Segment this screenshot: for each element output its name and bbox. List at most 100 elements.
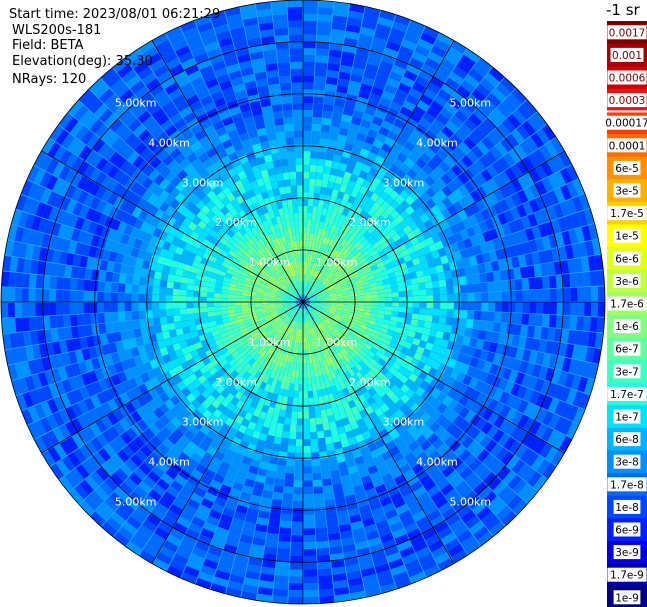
- beta-cell: [306, 329, 309, 337]
- beta-cell: [471, 145, 484, 159]
- beta-cell: [328, 132, 339, 141]
- beta-cell: [457, 326, 466, 336]
- beta-cell: [133, 266, 142, 277]
- beta-cell: [225, 537, 239, 548]
- beta-cell: [140, 444, 153, 458]
- beta-cell: [280, 313, 287, 319]
- beta-cell: [354, 264, 363, 271]
- beta-cell: [504, 257, 513, 270]
- beta-cell: [35, 387, 47, 403]
- beta-cell: [390, 282, 398, 288]
- beta-cell: [395, 503, 409, 515]
- beta-cell: [258, 230, 265, 239]
- beta-cell: [336, 307, 344, 311]
- beta-cell: [303, 102, 313, 111]
- beta-cell: [254, 299, 262, 302]
- beta-cell: [248, 296, 256, 300]
- beta-cell: [420, 390, 431, 401]
- beta-cell: [356, 462, 367, 472]
- beta-cell: [446, 294, 454, 302]
- beta-cell: [458, 394, 470, 407]
- beta-cell: [585, 347, 595, 363]
- beta-cell: [419, 152, 432, 164]
- beta-cell: [383, 314, 392, 321]
- beta-cell: [503, 209, 515, 223]
- beta-cell: [432, 136, 445, 149]
- beta-cell: [290, 555, 303, 563]
- beta-cell: [397, 280, 405, 287]
- beta-cell: [459, 318, 467, 328]
- beta-cell: [362, 430, 372, 440]
- beta-cell: [280, 330, 286, 338]
- beta-cell: [159, 248, 169, 258]
- beta-cell: [396, 457, 408, 469]
- beta-cell: [231, 323, 239, 330]
- beta-cell: [258, 357, 266, 366]
- beta-cell: [356, 342, 365, 350]
- beta-cell: [254, 224, 262, 233]
- beta-cell: [435, 178, 447, 190]
- beta-cell: [303, 308, 305, 316]
- beta-cell: [215, 200, 225, 211]
- beta-cell: [437, 460, 450, 473]
- beta-cell: [316, 281, 323, 288]
- beta-cell: [329, 291, 337, 295]
- beta-cell: [563, 288, 571, 302]
- beta-cell: [566, 164, 579, 182]
- beta-cell: [319, 338, 325, 346]
- beta-cell: [213, 473, 225, 484]
- beta-cell: [540, 380, 552, 395]
- beta-cell: [56, 459, 70, 476]
- beta-cell: [479, 155, 492, 169]
- beta-cell: [311, 262, 316, 270]
- beta-cell: [213, 23, 230, 35]
- beta-cell: [92, 258, 102, 270]
- beta-cell: [121, 69, 137, 84]
- beta-cell: [145, 78, 161, 91]
- beta-cell: [263, 289, 271, 294]
- beta-cell: [251, 165, 261, 174]
- beta-cell: [320, 288, 328, 293]
- beta-cell: [200, 302, 207, 308]
- beta-cell: [406, 63, 421, 76]
- beta-cell: [155, 39, 172, 53]
- beta-cell: [55, 289, 64, 302]
- beta-cell: [210, 90, 224, 102]
- beta-cell: [103, 302, 112, 313]
- beta-cell: [316, 34, 331, 43]
- beta-cell: [394, 343, 404, 352]
- beta-cell: [412, 307, 420, 314]
- beta-cell: [429, 171, 441, 183]
- beta-cell: [376, 206, 386, 215]
- beta-cell: [288, 262, 293, 270]
- beta-cell: [524, 227, 535, 241]
- beta-cell: [266, 259, 273, 267]
- beta-cell: [319, 595, 335, 604]
- beta-cell: [272, 231, 279, 240]
- beta-cell: [275, 215, 282, 224]
- beta-cell: [294, 459, 303, 467]
- beta-cell: [61, 379, 73, 393]
- beta-cell: [312, 479, 323, 487]
- beta-cell: [309, 418, 316, 426]
- beta-cell: [197, 89, 211, 101]
- beta-cell: [304, 288, 306, 296]
- beta-cell: [445, 138, 458, 152]
- beta-cell: [284, 472, 294, 481]
- beta-cell: [86, 335, 95, 348]
- beta-cell: [437, 363, 448, 374]
- beta-cell: [550, 137, 565, 154]
- beta-cell: [269, 291, 277, 295]
- beta-cell: [328, 310, 336, 315]
- beta-cell: [17, 211, 29, 228]
- beta-cell: [322, 485, 334, 494]
- beta-cell: [331, 279, 339, 285]
- beta-cell: [308, 349, 312, 357]
- beta-cell: [234, 554, 249, 564]
- beta-cell: [183, 264, 192, 272]
- beta-cell: [303, 89, 314, 97]
- beta-cell: [220, 389, 230, 398]
- beta-cell: [355, 379, 364, 389]
- beta-cell: [51, 368, 62, 383]
- beta-cell: [291, 411, 298, 419]
